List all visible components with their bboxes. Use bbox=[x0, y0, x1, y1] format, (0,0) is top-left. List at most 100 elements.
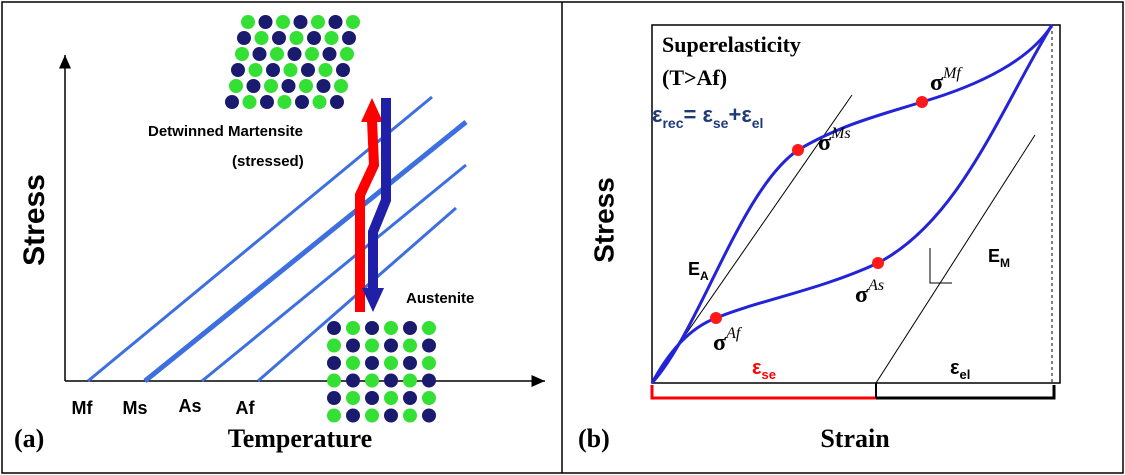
atom bbox=[325, 31, 339, 45]
atom bbox=[231, 63, 245, 77]
tick-label: As bbox=[178, 396, 201, 416]
atom bbox=[334, 79, 348, 93]
x-label: Temperature bbox=[228, 424, 372, 453]
atom bbox=[249, 63, 263, 77]
panel-a: Stress Mf Ms As Af Temperature (a) Detwi… bbox=[14, 15, 545, 453]
y-label: Stress bbox=[18, 174, 51, 266]
atom bbox=[346, 356, 360, 370]
strain-label: εel bbox=[950, 357, 970, 382]
atom bbox=[422, 409, 436, 423]
atom bbox=[384, 391, 398, 405]
atom bbox=[346, 339, 360, 353]
atom bbox=[288, 47, 302, 61]
condition: (T>Af) bbox=[662, 65, 727, 90]
atom bbox=[253, 47, 267, 61]
atom bbox=[270, 47, 284, 61]
atom bbox=[284, 63, 298, 77]
atom bbox=[365, 391, 379, 405]
el-bracket bbox=[876, 385, 1054, 398]
atom bbox=[307, 31, 321, 45]
atom bbox=[327, 321, 341, 335]
atom bbox=[327, 356, 341, 370]
atom bbox=[336, 63, 350, 77]
atom bbox=[235, 47, 249, 61]
atom bbox=[365, 339, 379, 353]
phase-label: Austenite bbox=[406, 290, 474, 307]
atom bbox=[327, 339, 341, 353]
atom bbox=[346, 391, 360, 405]
atom bbox=[340, 47, 354, 61]
tick-label: Mf bbox=[72, 398, 94, 418]
atom bbox=[346, 374, 360, 388]
atom bbox=[282, 79, 296, 93]
tangent bbox=[876, 135, 1035, 383]
atom bbox=[295, 95, 309, 109]
atom bbox=[323, 47, 337, 61]
atom bbox=[403, 391, 417, 405]
atom bbox=[311, 15, 325, 29]
atom bbox=[260, 95, 274, 109]
modulus-label: EM bbox=[988, 246, 1010, 270]
arrowhead bbox=[362, 288, 384, 312]
atom bbox=[278, 95, 292, 109]
atom bbox=[403, 374, 417, 388]
equation: εrec= εse+εel bbox=[652, 102, 763, 131]
atom bbox=[317, 79, 331, 93]
atom bbox=[422, 356, 436, 370]
tick-label: Af bbox=[236, 398, 256, 418]
atom bbox=[384, 339, 398, 353]
point-label: σMs bbox=[818, 125, 851, 156]
atom bbox=[365, 374, 379, 388]
phase-note: (stressed) bbox=[232, 153, 304, 170]
atom bbox=[225, 95, 239, 109]
austenite-lattice bbox=[327, 321, 436, 423]
atom bbox=[384, 321, 398, 335]
atom bbox=[346, 321, 360, 335]
atom bbox=[272, 31, 286, 45]
panel-label: (b) bbox=[578, 424, 610, 453]
atom bbox=[301, 63, 315, 77]
se-bracket bbox=[652, 385, 876, 398]
atom bbox=[422, 374, 436, 388]
atom bbox=[264, 79, 278, 93]
atom bbox=[259, 15, 273, 29]
y-label: Stress bbox=[588, 177, 619, 263]
atom bbox=[384, 409, 398, 423]
atom bbox=[403, 321, 417, 335]
x-label: Strain bbox=[820, 424, 890, 453]
atom bbox=[305, 47, 319, 61]
atom bbox=[422, 321, 436, 335]
tick-label: Ms bbox=[122, 398, 147, 418]
atom bbox=[276, 15, 290, 29]
atom bbox=[299, 79, 313, 93]
slope-triangle bbox=[930, 248, 952, 283]
atom bbox=[237, 31, 251, 45]
atom bbox=[365, 356, 379, 370]
atom bbox=[384, 374, 398, 388]
strain-label: εse bbox=[752, 357, 776, 382]
atom bbox=[346, 409, 360, 423]
modulus-label: EA bbox=[688, 259, 709, 283]
atom bbox=[327, 374, 341, 388]
phase-label: Detwinned Martensite bbox=[148, 123, 303, 140]
atom bbox=[403, 356, 417, 370]
atom bbox=[365, 321, 379, 335]
atom bbox=[319, 63, 333, 77]
atom bbox=[365, 409, 379, 423]
atom bbox=[327, 391, 341, 405]
atom bbox=[330, 95, 344, 109]
atom bbox=[422, 391, 436, 405]
panel-label: (a) bbox=[14, 424, 44, 453]
atom bbox=[241, 15, 255, 29]
atom bbox=[327, 409, 341, 423]
atom bbox=[294, 15, 308, 29]
panel-b: Stress Strain (b) Superelasticity (T>Af)… bbox=[578, 25, 1060, 453]
atom bbox=[255, 31, 269, 45]
atom bbox=[346, 15, 360, 29]
point-label: σAs bbox=[855, 277, 884, 308]
atom bbox=[403, 339, 417, 353]
atom bbox=[243, 95, 257, 109]
atom bbox=[247, 79, 261, 93]
figure: Stress Mf Ms As Af Temperature (a) Detwi… bbox=[0, 0, 1125, 475]
atom bbox=[313, 95, 327, 109]
